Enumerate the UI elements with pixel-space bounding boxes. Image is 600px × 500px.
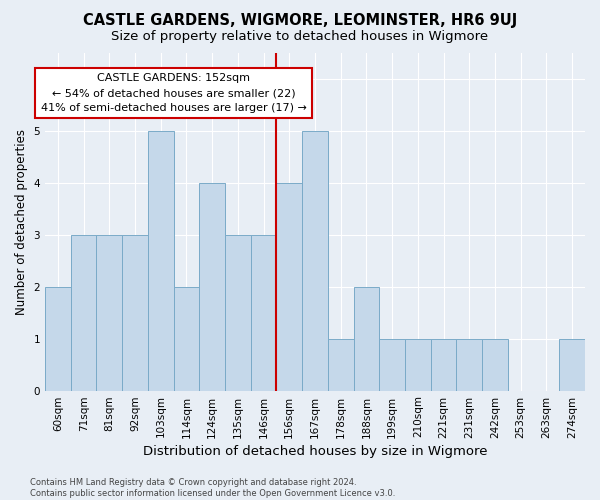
Bar: [97, 234, 122, 390]
Bar: [251, 234, 277, 390]
Bar: [379, 338, 405, 390]
Text: Contains HM Land Registry data © Crown copyright and database right 2024.
Contai: Contains HM Land Registry data © Crown c…: [30, 478, 395, 498]
Bar: [431, 338, 457, 390]
Bar: [122, 234, 148, 390]
Bar: [353, 286, 379, 391]
Bar: [405, 338, 431, 390]
Bar: [457, 338, 482, 390]
Bar: [277, 182, 302, 390]
Bar: [199, 182, 225, 390]
Bar: [225, 234, 251, 390]
Bar: [302, 130, 328, 390]
Bar: [45, 286, 71, 391]
Y-axis label: Number of detached properties: Number of detached properties: [15, 128, 28, 314]
Bar: [173, 286, 199, 391]
Bar: [482, 338, 508, 390]
Text: Size of property relative to detached houses in Wigmore: Size of property relative to detached ho…: [112, 30, 488, 43]
Bar: [328, 338, 353, 390]
Text: CASTLE GARDENS: 152sqm
← 54% of detached houses are smaller (22)
41% of semi-det: CASTLE GARDENS: 152sqm ← 54% of detached…: [41, 74, 307, 113]
X-axis label: Distribution of detached houses by size in Wigmore: Distribution of detached houses by size …: [143, 444, 487, 458]
Text: CASTLE GARDENS, WIGMORE, LEOMINSTER, HR6 9UJ: CASTLE GARDENS, WIGMORE, LEOMINSTER, HR6…: [83, 12, 517, 28]
Bar: [148, 130, 173, 390]
Bar: [71, 234, 97, 390]
Bar: [559, 338, 585, 390]
